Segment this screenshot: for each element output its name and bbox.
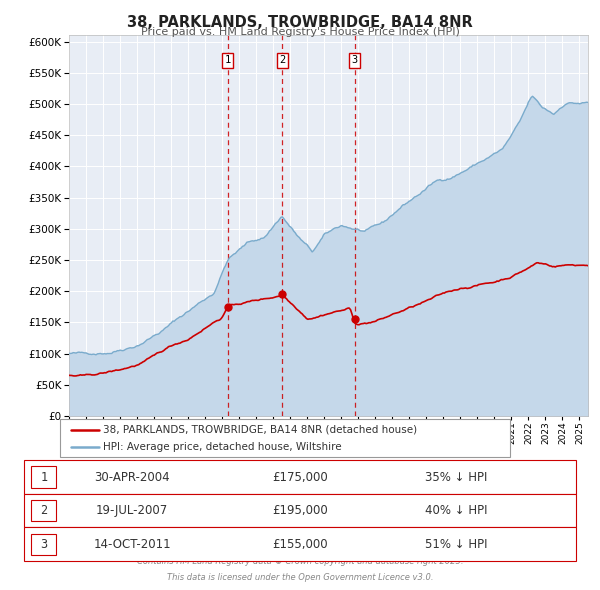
Text: HPI: Average price, detached house, Wiltshire: HPI: Average price, detached house, Wilt…	[103, 441, 342, 451]
Text: 51% ↓ HPI: 51% ↓ HPI	[425, 537, 487, 551]
Text: 14-OCT-2011: 14-OCT-2011	[93, 537, 171, 551]
Text: 3: 3	[40, 537, 47, 551]
Text: 1: 1	[40, 470, 47, 484]
Text: 1: 1	[224, 55, 231, 65]
Text: This data is licensed under the Open Government Licence v3.0.: This data is licensed under the Open Gov…	[167, 572, 433, 582]
Text: 19-JUL-2007: 19-JUL-2007	[96, 504, 168, 517]
Text: £155,000: £155,000	[272, 537, 328, 551]
Text: 38, PARKLANDS, TROWBRIDGE, BA14 8NR: 38, PARKLANDS, TROWBRIDGE, BA14 8NR	[127, 15, 473, 30]
Text: £195,000: £195,000	[272, 504, 328, 517]
Text: 3: 3	[352, 55, 358, 65]
Text: 38, PARKLANDS, TROWBRIDGE, BA14 8NR (detached house): 38, PARKLANDS, TROWBRIDGE, BA14 8NR (det…	[103, 425, 418, 435]
Text: 2: 2	[279, 55, 286, 65]
Text: Price paid vs. HM Land Registry's House Price Index (HPI): Price paid vs. HM Land Registry's House …	[140, 27, 460, 37]
Text: 2: 2	[40, 504, 47, 517]
Text: £175,000: £175,000	[272, 470, 328, 484]
Text: 40% ↓ HPI: 40% ↓ HPI	[425, 504, 487, 517]
Text: 35% ↓ HPI: 35% ↓ HPI	[425, 470, 487, 484]
Text: Contains HM Land Registry data © Crown copyright and database right 2025.: Contains HM Land Registry data © Crown c…	[137, 557, 463, 566]
Text: 30-APR-2004: 30-APR-2004	[94, 470, 170, 484]
